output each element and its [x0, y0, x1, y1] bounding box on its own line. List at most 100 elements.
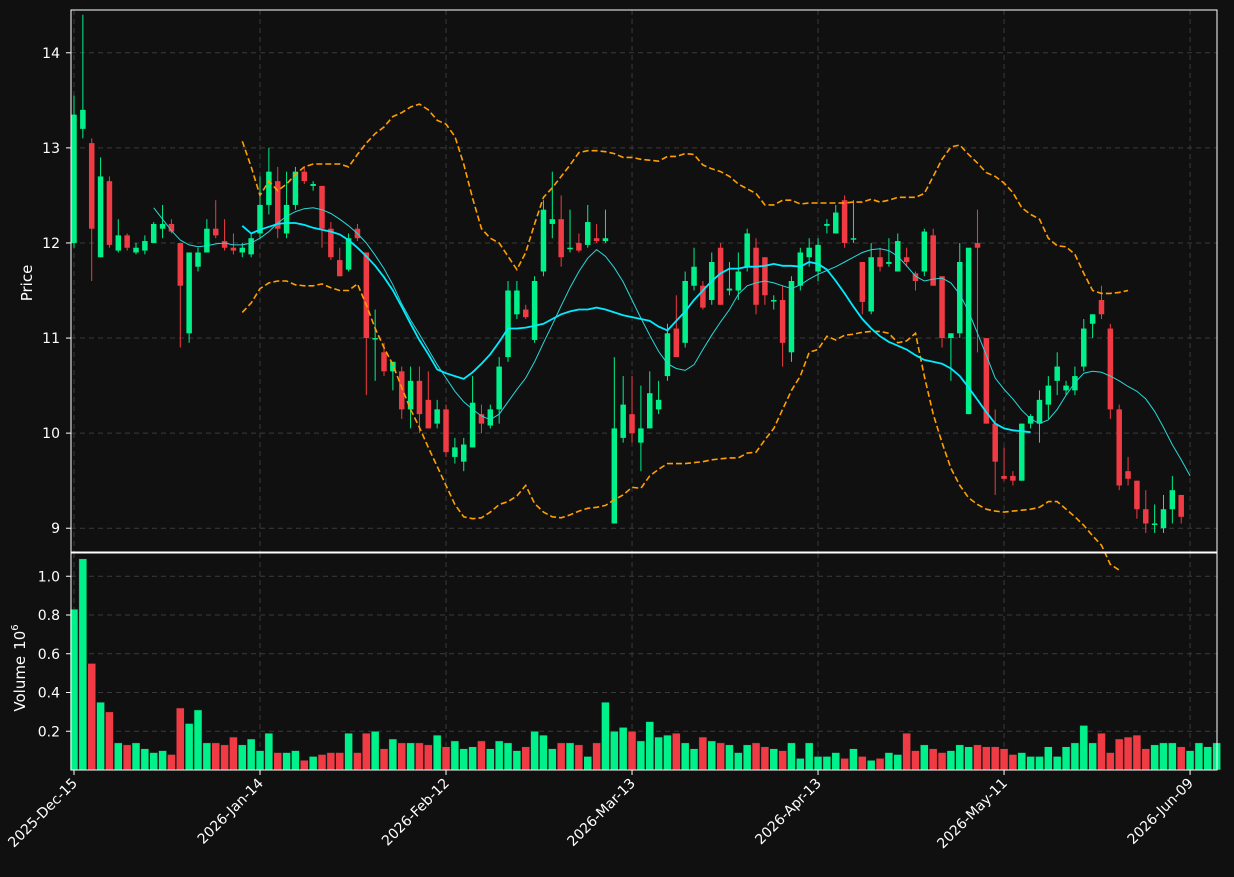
candle-body: [726, 288, 733, 291]
candle-body: [1160, 509, 1167, 529]
candle-body: [1010, 475, 1016, 481]
volume-bar: [105, 711, 114, 771]
volume-bar: [849, 748, 858, 771]
volume-bar: [131, 742, 141, 771]
volume-bar: [246, 738, 256, 771]
candle-up: [655, 380, 662, 415]
candle-up: [310, 181, 316, 191]
candle-up: [407, 366, 414, 429]
candle-up: [1081, 319, 1087, 372]
candle-up: [1036, 390, 1043, 443]
candle-body: [939, 276, 945, 339]
candle-body: [443, 409, 449, 453]
candle-body: [469, 402, 476, 448]
volume-axis-label-text: Volume: [11, 656, 29, 712]
candle-up: [584, 204, 591, 248]
candle-body: [1151, 523, 1158, 525]
candle-body: [771, 300, 777, 302]
candle-body: [797, 252, 804, 286]
candle-body: [239, 247, 246, 253]
candle-up: [647, 371, 653, 429]
candle-up: [1054, 352, 1060, 396]
candle-up: [771, 295, 777, 310]
candle-body: [398, 371, 405, 410]
volume-bar: [548, 748, 557, 771]
volume-bar: [450, 740, 460, 771]
candle-body: [974, 242, 981, 248]
price-panel-frame: [70, 9, 1218, 553]
candle-down: [1134, 480, 1140, 519]
price-tick-label: 14: [42, 46, 60, 62]
candle-body: [168, 223, 175, 232]
volume-bar: [1159, 742, 1168, 771]
volume-bar: [627, 731, 637, 771]
candle-body: [602, 238, 609, 242]
candle-body: [514, 290, 520, 315]
candle-body: [212, 228, 219, 236]
volume-bar: [1176, 746, 1186, 771]
candle-down: [558, 195, 564, 267]
candle-down: [363, 252, 370, 396]
volume-bar: [424, 744, 433, 771]
volume-bar: [184, 723, 194, 771]
candle-down: [106, 176, 113, 248]
candle-down: [1010, 471, 1016, 486]
candle-up: [540, 200, 547, 277]
candle-down: [1107, 323, 1114, 419]
candle-up: [1089, 314, 1096, 339]
candle-body: [850, 238, 857, 240]
volume-bar: [734, 752, 743, 771]
candle-body: [841, 200, 848, 243]
volume-tick-label: 0.4: [38, 686, 60, 702]
candle-up: [691, 247, 697, 291]
price-tick-label: 10: [42, 426, 60, 442]
volume-bar: [822, 756, 832, 771]
candle-body: [80, 109, 86, 129]
candle-down: [779, 285, 786, 367]
candle-body: [620, 404, 626, 438]
volume-tick-label: 0.6: [38, 647, 60, 663]
candle-down: [398, 366, 405, 419]
volume-bar: [220, 744, 229, 771]
volume-bar: [858, 756, 867, 771]
volume-bar: [1132, 734, 1142, 771]
volume-bar: [778, 750, 787, 771]
volume-bar: [618, 727, 628, 771]
candle-body: [319, 185, 325, 229]
volume-bar: [167, 754, 176, 771]
volume-bar: [78, 558, 88, 771]
candle-body: [1169, 490, 1176, 510]
candle-body: [88, 143, 95, 229]
candle-up: [487, 404, 494, 429]
candle-up: [496, 357, 502, 424]
candle-up: [97, 157, 104, 258]
candle-up: [257, 176, 263, 239]
candle-body: [150, 223, 157, 243]
volume-bar: [1123, 736, 1133, 771]
volume-bar: [521, 746, 530, 771]
price-tick-label: 13: [42, 141, 60, 157]
candle-body: [1116, 409, 1122, 486]
volume-axis-label: Volume106: [10, 624, 29, 711]
volume-bar: [769, 748, 778, 771]
candle-down: [983, 338, 990, 424]
candle-body: [903, 257, 910, 262]
candle-body: [336, 260, 343, 277]
candle-body: [301, 171, 308, 182]
candle-body: [531, 281, 538, 340]
candle-body: [292, 171, 299, 205]
volume-bar: [574, 744, 584, 771]
candle-down: [930, 228, 936, 286]
candle-up: [638, 385, 644, 472]
volume-bar: [1185, 750, 1195, 771]
volume-bar: [1052, 756, 1062, 771]
candle-body: [487, 409, 494, 426]
volume-bar: [787, 742, 796, 771]
candle-up: [204, 219, 210, 253]
volume-panel-frame: [70, 552, 1218, 771]
candle-body: [948, 333, 954, 339]
candle-body: [824, 223, 830, 226]
volume-bar: [1044, 746, 1053, 771]
volume-bar: [680, 742, 690, 771]
